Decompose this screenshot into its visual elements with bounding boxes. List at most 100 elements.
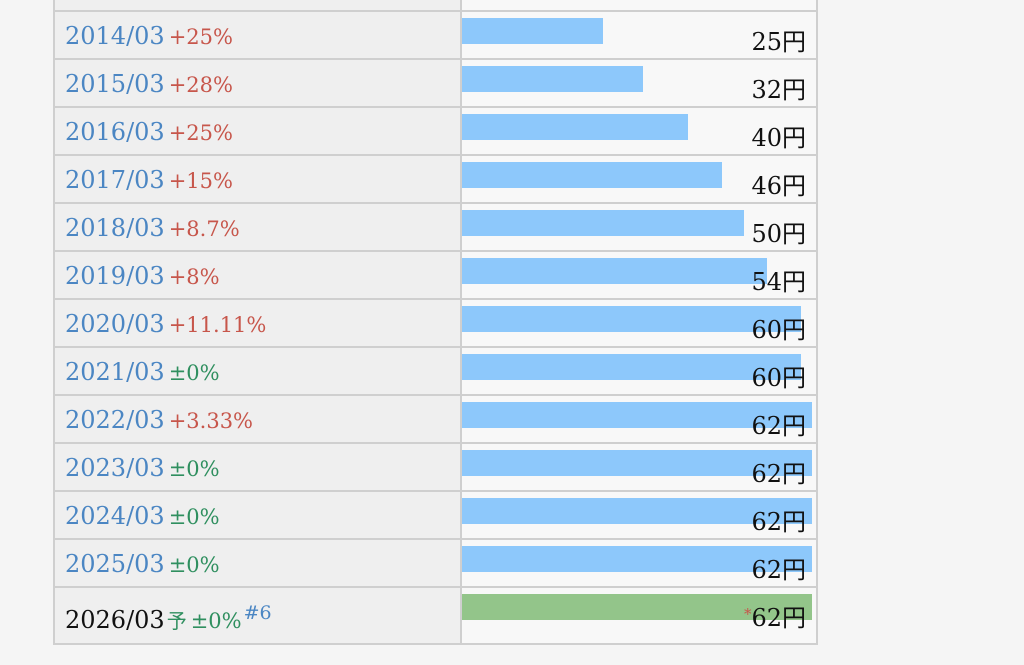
amount-cell: 50円 <box>462 204 816 250</box>
fiscal-year-link[interactable]: 2021/03 ±0% <box>65 358 220 386</box>
year-cell: 2015/03 +28% <box>55 60 462 106</box>
dividend-bar <box>462 258 767 284</box>
dividend-bar <box>462 162 722 188</box>
fiscal-year-label: 2017/03 <box>65 166 165 194</box>
fiscal-year-label: 2020/03 <box>65 310 165 338</box>
year-cell: 2024/03 ±0% <box>55 492 462 538</box>
dividend-amount: 25円 <box>751 28 806 56</box>
dividend-amount: 62円 <box>751 412 806 440</box>
forecast-row: 2026/03 予 ±0% #6 *62円 <box>55 586 816 643</box>
fiscal-year-link[interactable]: 2024/03 ±0% <box>65 502 220 530</box>
change-rate: +8.7% <box>168 217 240 241</box>
amount-cell: 46円 <box>462 156 816 202</box>
dividend-amount: 50円 <box>751 220 806 248</box>
change-rate: +15% <box>168 169 233 193</box>
fiscal-year-label: 2023/03 <box>65 454 165 482</box>
dividend-amount: 60円 <box>751 364 806 392</box>
fiscal-year-link[interactable]: 2019/03 +8% <box>65 262 220 290</box>
dividend-amount: 54円 <box>751 268 806 296</box>
dividend-amount: 62円 <box>751 556 806 584</box>
year-cell: 2018/03 +8.7% <box>55 204 462 250</box>
year-cell: 2023/03 ±0% <box>55 444 462 490</box>
dividend-history-table: 2014/03 +25% 25円 2015/03 +28% 32円 2016/03 +25% 4… <box>53 0 818 645</box>
fiscal-year-label: 2016/03 <box>65 118 165 146</box>
year-cell: 2016/03 +25% <box>55 108 462 154</box>
amount-cell: 40円 <box>462 108 816 154</box>
dividend-amount: 62円 <box>751 460 806 488</box>
dividend-amount: 60円 <box>751 316 806 344</box>
previous-row-stub <box>55 0 816 10</box>
table-row: 2014/03 +25% 25円 <box>55 10 816 58</box>
amount-cell: 62円 <box>462 396 816 442</box>
fiscal-year-label: 2021/03 <box>65 358 165 386</box>
fiscal-year-label: 2024/03 <box>65 502 165 530</box>
year-cell: 2020/03 +11.11% <box>55 300 462 346</box>
table-row: 2021/03 ±0% 60円 <box>55 346 816 394</box>
table-row: 2015/03 +28% 32円 <box>55 58 816 106</box>
previous-row-right-cell <box>462 0 816 10</box>
dividend-bar <box>462 210 744 236</box>
table-row: 2017/03 +15% 46円 <box>55 154 816 202</box>
table-row: 2025/03 ±0% 62円 <box>55 538 816 586</box>
fiscal-year-link[interactable]: 2017/03 +15% <box>65 166 233 194</box>
fiscal-year-link[interactable]: 2023/03 ±0% <box>65 454 220 482</box>
dividend-bar <box>462 402 812 428</box>
dividend-amount: 40円 <box>751 124 806 152</box>
change-rate: ±0% <box>190 609 242 633</box>
dividend-amount: 32円 <box>751 76 806 104</box>
change-rate: ±0% <box>168 505 220 529</box>
dividend-bar <box>462 546 812 572</box>
year-cell: 2025/03 ±0% <box>55 540 462 586</box>
forecast-year: 2026/03 予 ±0% #6 <box>65 602 272 634</box>
table-row: 2019/03 +8% 54円 <box>55 250 816 298</box>
forecast-mark: 予 <box>166 609 187 633</box>
fiscal-year-label: 2014/03 <box>65 22 165 50</box>
fiscal-year-link[interactable]: 2018/03 +8.7% <box>65 214 240 242</box>
dividend-bar <box>462 306 801 332</box>
amount-cell: 54円 <box>462 252 816 298</box>
change-rate: ±0% <box>168 553 220 577</box>
change-rate: +25% <box>168 25 233 49</box>
fiscal-year-link[interactable]: 2016/03 +25% <box>65 118 233 146</box>
fiscal-year-link[interactable]: 2022/03 +3.33% <box>65 406 253 434</box>
dividend-bar <box>462 66 643 92</box>
amount-cell: 60円 <box>462 348 816 394</box>
year-cell: 2022/03 +3.33% <box>55 396 462 442</box>
table-row: 2018/03 +8.7% 50円 <box>55 202 816 250</box>
year-cell: 2021/03 ±0% <box>55 348 462 394</box>
amount-cell: 60円 <box>462 300 816 346</box>
fiscal-year-link[interactable]: 2015/03 +28% <box>65 70 233 98</box>
fiscal-year-label: 2018/03 <box>65 214 165 242</box>
dividend-bar <box>462 18 603 44</box>
change-rate: ±0% <box>168 361 220 385</box>
footnote-link[interactable]: #6 <box>243 602 272 624</box>
dividend-amount: 46円 <box>751 172 806 200</box>
year-cell: 2026/03 予 ±0% #6 <box>55 588 462 643</box>
forecast-dividend-amount: *62円 <box>744 598 806 633</box>
previous-row-left-cell <box>55 0 462 10</box>
fiscal-year-link[interactable]: 2025/03 ±0% <box>65 550 220 578</box>
dividend-bar <box>462 450 812 476</box>
fiscal-year-label: 2015/03 <box>65 70 165 98</box>
forecast-amount-label: 62円 <box>751 604 806 632</box>
year-cell: 2014/03 +25% <box>55 12 462 58</box>
fiscal-year-label: 2025/03 <box>65 550 165 578</box>
fiscal-year-link[interactable]: 2014/03 +25% <box>65 22 233 50</box>
dividend-bar <box>462 114 688 140</box>
amount-cell: 62円 <box>462 444 816 490</box>
dividend-bar <box>462 354 801 380</box>
change-rate: +28% <box>168 73 233 97</box>
dividend-amount: 62円 <box>751 508 806 536</box>
amount-cell: 62円 <box>462 540 816 586</box>
year-cell: 2017/03 +15% <box>55 156 462 202</box>
change-rate: +8% <box>168 265 220 289</box>
amount-cell: 25円 <box>462 12 816 58</box>
fiscal-year-label: 2022/03 <box>65 406 165 434</box>
table-row: 2022/03 +3.33% 62円 <box>55 394 816 442</box>
dividend-bar <box>462 498 812 524</box>
change-rate: +11.11% <box>168 313 267 337</box>
fiscal-year-link[interactable]: 2020/03 +11.11% <box>65 310 266 338</box>
table-row: 2020/03 +11.11% 60円 <box>55 298 816 346</box>
table-row: 2023/03 ±0% 62円 <box>55 442 816 490</box>
table-row: 2024/03 ±0% 62円 <box>55 490 816 538</box>
